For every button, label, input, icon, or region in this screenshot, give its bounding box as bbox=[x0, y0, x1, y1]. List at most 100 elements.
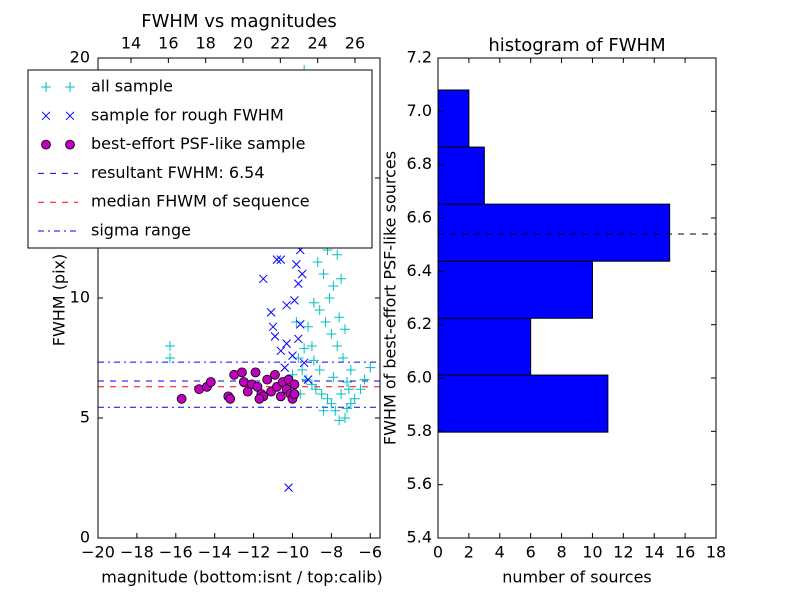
point bbox=[341, 377, 352, 387]
point bbox=[303, 321, 314, 332]
point bbox=[312, 257, 323, 267]
point bbox=[297, 365, 308, 375]
point bbox=[237, 367, 247, 378]
point bbox=[242, 386, 253, 397]
point bbox=[41, 111, 51, 121]
point bbox=[176, 393, 187, 404]
y-tick-label: 10 bbox=[70, 288, 90, 307]
point bbox=[365, 362, 376, 373]
point bbox=[345, 365, 356, 375]
x2-tick-label: 18 bbox=[196, 34, 216, 53]
point bbox=[293, 279, 303, 288]
x-tick-label: 12 bbox=[613, 543, 633, 562]
axes-frame bbox=[97, 57, 381, 539]
y-axis-label: FWHM (pix) bbox=[50, 254, 69, 347]
point bbox=[320, 317, 331, 327]
point bbox=[270, 332, 280, 341]
x2-tick-label: 24 bbox=[307, 34, 327, 53]
x-tick-label: −10 bbox=[276, 543, 310, 562]
point bbox=[65, 139, 75, 150]
x-axis-label: number of sources bbox=[502, 568, 652, 587]
x2-tick-label: 16 bbox=[158, 34, 178, 53]
x-tick-label: 14 bbox=[644, 543, 664, 562]
point bbox=[355, 384, 366, 395]
point bbox=[326, 398, 337, 409]
point bbox=[314, 365, 325, 375]
legend-label: sample for rough FWHM bbox=[91, 105, 284, 124]
legend: all sample sample for rough FWHM best-effo… bbox=[27, 69, 373, 249]
chart-title: FWHM vs magnitudes bbox=[141, 11, 336, 32]
point bbox=[338, 353, 349, 363]
point bbox=[250, 367, 261, 378]
y-tick-label: 5 bbox=[80, 408, 90, 427]
point bbox=[297, 269, 307, 279]
point bbox=[359, 374, 370, 385]
point bbox=[336, 273, 347, 284]
x2-tick-label: 22 bbox=[270, 34, 290, 53]
point bbox=[299, 343, 310, 354]
y-tick-label: 6.4 bbox=[407, 261, 432, 280]
point bbox=[41, 139, 51, 150]
point bbox=[290, 296, 299, 305]
legend-label: sigma range bbox=[91, 221, 191, 240]
point bbox=[324, 293, 335, 303]
x-tick-label: 18 bbox=[706, 543, 726, 562]
y-tick-label: 6.2 bbox=[407, 314, 432, 333]
y-tick-label: 5.8 bbox=[407, 421, 432, 440]
point bbox=[343, 384, 354, 395]
point bbox=[301, 374, 312, 385]
point bbox=[275, 391, 286, 402]
bar bbox=[437, 374, 609, 433]
point bbox=[328, 281, 339, 291]
x-tick-label: −12 bbox=[237, 543, 271, 562]
x-tick-label: −8 bbox=[320, 543, 344, 562]
point bbox=[225, 393, 236, 404]
bar bbox=[437, 89, 470, 148]
y-tick-label: 0 bbox=[80, 528, 90, 547]
point bbox=[306, 379, 317, 390]
point bbox=[289, 389, 300, 399]
point bbox=[322, 393, 333, 404]
bar bbox=[437, 317, 532, 376]
point bbox=[332, 249, 343, 260]
point bbox=[308, 297, 319, 308]
x-tick-label: 0 bbox=[433, 543, 443, 562]
point bbox=[349, 393, 360, 404]
bar bbox=[437, 260, 593, 319]
legend-label: best-effort PSF-like sample bbox=[91, 134, 305, 153]
point bbox=[258, 274, 268, 284]
point bbox=[65, 111, 75, 121]
point bbox=[284, 483, 293, 492]
point bbox=[310, 384, 321, 395]
point bbox=[314, 305, 325, 315]
x-tick-label: −20 bbox=[81, 543, 115, 562]
point bbox=[334, 415, 345, 426]
point bbox=[339, 413, 350, 423]
x-tick-label: 10 bbox=[582, 543, 602, 562]
y-tick-label: 20 bbox=[70, 48, 90, 67]
point bbox=[266, 308, 276, 317]
point bbox=[268, 322, 278, 332]
y-tick-label: 5.6 bbox=[407, 474, 432, 493]
x-tick-label: −6 bbox=[358, 543, 382, 562]
y-tick-label: 7.2 bbox=[407, 48, 432, 67]
point bbox=[272, 255, 282, 264]
point bbox=[336, 389, 347, 399]
y-tick-label: 6.8 bbox=[407, 154, 432, 173]
point bbox=[299, 358, 309, 368]
x-tick-label: 8 bbox=[556, 543, 566, 562]
point bbox=[288, 351, 297, 360]
point bbox=[254, 393, 265, 404]
point bbox=[289, 379, 300, 390]
legend-label: all sample bbox=[91, 77, 173, 96]
x-tick-label: −16 bbox=[159, 543, 193, 562]
point bbox=[334, 312, 345, 323]
y-tick-label: 7.0 bbox=[407, 101, 432, 120]
point bbox=[280, 363, 290, 372]
y-axis-label: FWHM of best-effort PSF-like sources bbox=[381, 151, 400, 445]
x-axis-label: magnitude (bottom:isnt / top:calib) bbox=[101, 568, 382, 587]
point bbox=[318, 405, 329, 416]
point bbox=[276, 346, 286, 356]
point bbox=[205, 377, 216, 387]
